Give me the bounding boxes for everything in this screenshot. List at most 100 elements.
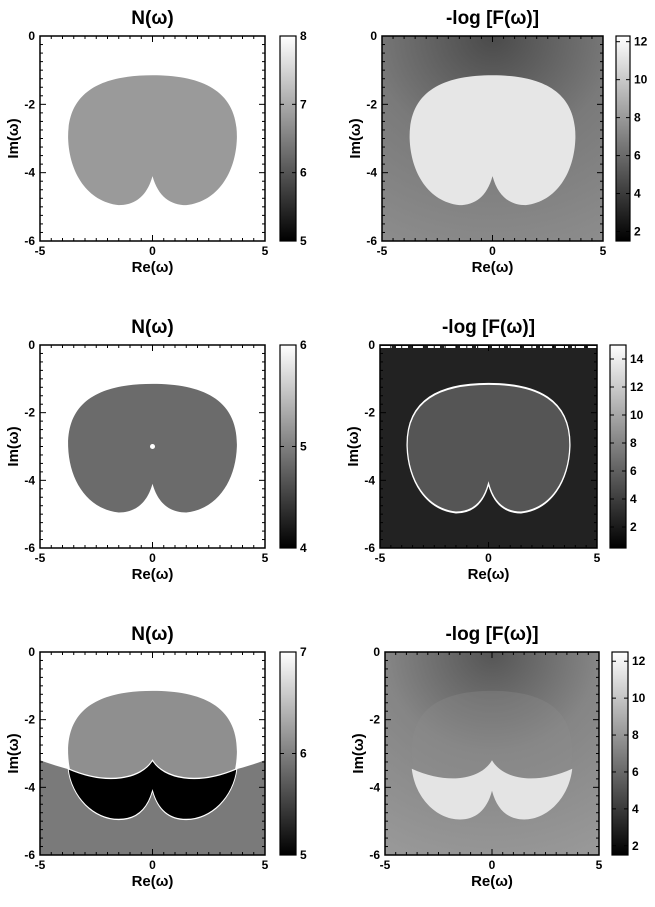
y-tick-label: 0 [368, 338, 375, 352]
y-tick-label: -2 [366, 97, 377, 111]
colorbar-tick-label: 10 [634, 73, 648, 87]
x-tick-label: 5 [262, 858, 269, 872]
y-tick-label: 0 [28, 29, 35, 43]
colorbar-tick-label: 4 [632, 802, 639, 816]
plot-area [380, 345, 597, 548]
y-axis-label: Im(ω) [5, 118, 22, 158]
y-tick-label: -2 [24, 713, 35, 727]
x-tick-label: 5 [262, 551, 269, 565]
chart-title: -log [F(ω)] [446, 8, 539, 29]
colorbar-tick-label: 6 [630, 464, 637, 478]
colorbar-tick-label: 14 [630, 352, 644, 366]
x-axis-label: Re(ω) [468, 566, 510, 583]
colorbar-tick-label: 7 [300, 645, 307, 659]
x-tick-label: -5 [35, 858, 46, 872]
x-axis-label: Re(ω) [132, 259, 174, 276]
x-tick-label: 5 [594, 551, 601, 565]
colorbar-tick-label: 6 [300, 166, 307, 180]
colorbar-tick-label: 6 [634, 149, 641, 163]
colorbar-tick-label: 2 [630, 520, 637, 534]
y-tick-label: -4 [24, 473, 35, 487]
y-tick-label: -6 [24, 234, 35, 248]
colorbar-tick-label: 6 [300, 747, 307, 761]
x-tick-label: 5 [600, 244, 607, 258]
colorbar-tick-label: 2 [634, 225, 641, 239]
x-tick-label: -5 [375, 551, 386, 565]
colorbar-tick-label: 12 [634, 35, 648, 49]
x-tick-label: -5 [35, 244, 46, 258]
y-tick-label: -6 [364, 541, 375, 555]
colorbar-tick-label: 10 [632, 691, 646, 705]
y-tick-label: -6 [369, 848, 380, 862]
y-axis-label: Im(ω) [347, 118, 364, 158]
y-tick-label: 0 [373, 645, 380, 659]
x-tick-label: -5 [380, 858, 391, 872]
colorbar [612, 652, 628, 855]
colorbar-tick-label: 5 [300, 234, 307, 248]
y-tick-label: -4 [369, 780, 380, 794]
y-tick-label: -6 [366, 234, 377, 248]
chart-title: -log [F(ω)] [445, 624, 538, 645]
y-tick-label: -2 [24, 406, 35, 420]
y-tick-label: -4 [24, 166, 35, 180]
colorbar-tick-label: 5 [300, 440, 307, 454]
chart-panel-1: -5 0 5 0 -2 -4 -6 N(ω) Re(ω) Im(ω) 8 7 6 5 [5, 8, 307, 276]
colorbar [280, 36, 296, 241]
colorbar-tick-label: 6 [632, 765, 639, 779]
colorbar-tick-label: 4 [630, 492, 637, 506]
colorbar-tick-label: 2 [632, 839, 639, 853]
y-tick-label: -2 [369, 713, 380, 727]
singular-point [150, 444, 155, 449]
colorbar-tick-label: 8 [630, 436, 637, 450]
colorbar-tick-label: 5 [300, 848, 307, 862]
x-tick-label: 0 [149, 858, 156, 872]
plot-area [385, 652, 599, 855]
colorbar-tick-label: 6 [300, 338, 307, 352]
colorbar-tick-label: 12 [632, 654, 646, 668]
y-tick-label: 0 [370, 29, 377, 43]
chart-title: N(ω) [131, 317, 173, 338]
plot-area [382, 36, 603, 241]
chart-panel-6: -5 0 5 0 -2 -4 -6 -log [F(ω)] Re(ω) Im(ω) 12 10 8 6 4 2 [350, 624, 646, 890]
chart-panel-5: -5 0 5 0 -2 -4 -6 N(ω) Re(ω) Im(ω) 7 6 5 [5, 624, 307, 890]
y-tick-label: -4 [364, 473, 375, 487]
x-axis-label: Re(ω) [132, 566, 174, 583]
y-tick-label: 0 [28, 338, 35, 352]
y-tick-label: -4 [366, 166, 377, 180]
y-axis-label: Im(ω) [5, 733, 22, 773]
y-axis-label: Im(ω) [345, 426, 362, 466]
y-tick-label: -4 [24, 780, 35, 794]
x-axis-label: Re(ω) [472, 259, 514, 276]
chart-title: N(ω) [131, 8, 173, 29]
plot-area [40, 36, 265, 241]
colorbar-tick-label: 10 [630, 408, 644, 422]
x-tick-label: -5 [35, 551, 46, 565]
y-tick-label: -2 [24, 97, 35, 111]
x-axis-label: Re(ω) [132, 873, 174, 890]
colorbar-tick-label: 8 [634, 111, 641, 125]
chart-panel-2: -5 0 5 0 -2 -4 -6 -log [F(ω)] Re(ω) Im(ω) 12 10 8 6 4 2 [347, 8, 648, 276]
x-tick-label: 0 [485, 551, 492, 565]
x-tick-label: 0 [489, 858, 496, 872]
x-tick-label: 5 [596, 858, 603, 872]
y-axis-label: Im(ω) [5, 426, 22, 466]
colorbar-tick-label: 7 [300, 97, 307, 111]
y-tick-label: -6 [24, 541, 35, 555]
x-axis-label: Re(ω) [471, 873, 513, 890]
colorbar [616, 36, 630, 241]
colorbar-tick-label: 4 [634, 187, 641, 201]
colorbar-tick-label: 4 [300, 541, 307, 555]
y-tick-label: -2 [364, 406, 375, 420]
colorbar [610, 345, 626, 548]
plot-area [40, 652, 265, 855]
x-tick-label: 0 [149, 244, 156, 258]
x-tick-label: -5 [377, 244, 388, 258]
y-tick-label: -6 [24, 848, 35, 862]
colorbar-tick-label: 8 [300, 29, 307, 43]
plot-area [40, 345, 265, 548]
x-tick-label: 5 [262, 244, 269, 258]
x-tick-label: 0 [489, 244, 496, 258]
x-tick-label: 0 [149, 551, 156, 565]
y-tick-label: 0 [28, 645, 35, 659]
